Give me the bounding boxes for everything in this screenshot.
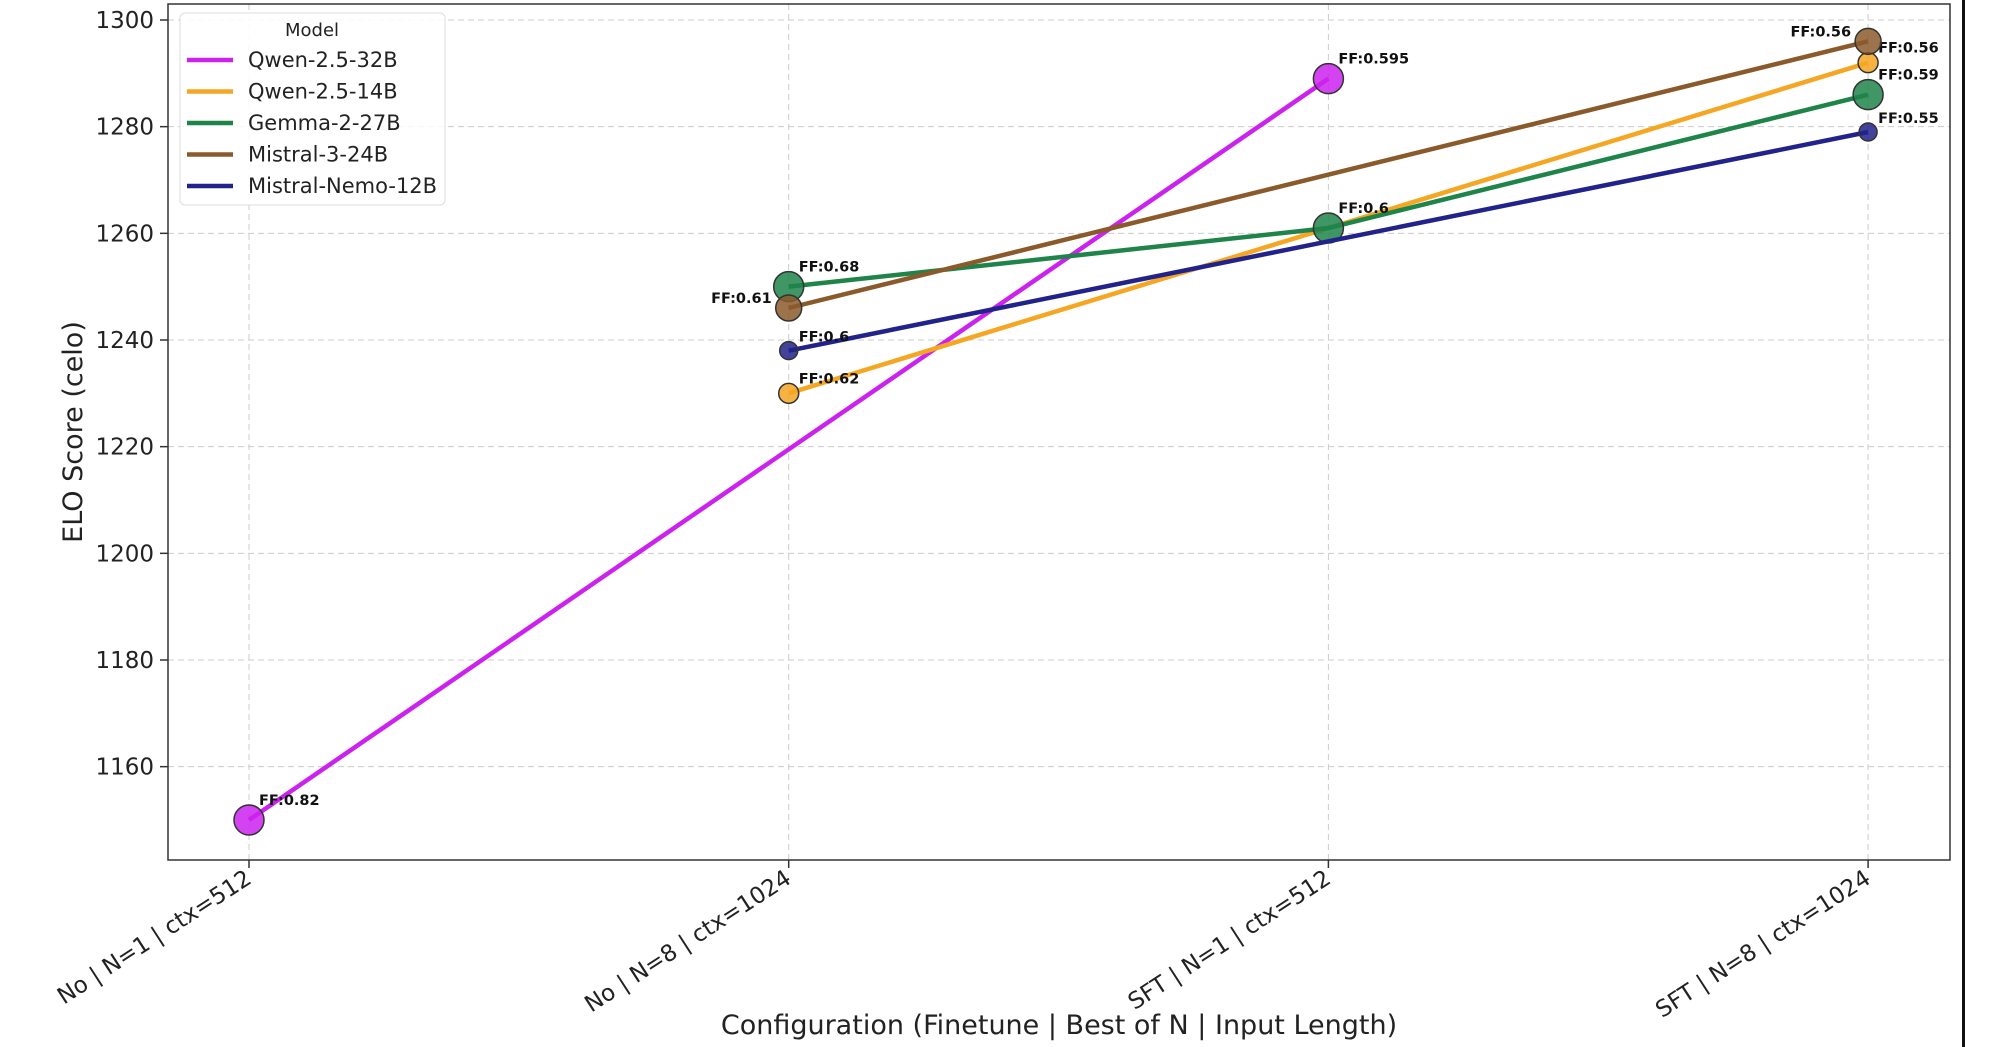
data-label: FF:0.56 — [1878, 41, 1939, 57]
x-tick-label: SFT | N=8 | ctx=1024 — [1651, 865, 1875, 1023]
x-axis: No | N=1 | ctx=512 No | N=8 | ctx=1024 SFT… — [53, 860, 1875, 1023]
data-label: FF:0.68 — [799, 260, 860, 276]
x-tick-label: No | N=8 | ctx=1024 — [580, 865, 796, 1018]
plot-frame — [167, 3, 1951, 861]
data-label: FF:0.55 — [1878, 111, 1939, 127]
data-point — [1852, 78, 1884, 111]
y-axis: 1160 1180 1200 1220 1240 1260 1280 1300 — [95, 8, 168, 781]
data-label: FF:0.56 — [1791, 24, 1852, 40]
y-tick-label: 1240 — [95, 328, 154, 354]
data-point — [1858, 122, 1878, 142]
legend-entry: Mistral-3-24B — [248, 143, 388, 167]
series-mistral-nemo-12b: FF:0.6 FF:0.55 — [778, 111, 1939, 361]
data-point — [1857, 51, 1879, 74]
series-mistral-3-24b: FF:0.61 FF:0.56 — [711, 24, 1882, 322]
data-point — [774, 294, 803, 322]
data-point — [1854, 27, 1882, 56]
y-tick-label: 1260 — [95, 221, 154, 247]
legend-entry: Qwen-2.5-14B — [248, 80, 398, 104]
series-gemma-2-27b: FF:0.68 FF:0.6 FF:0.59 — [772, 68, 1939, 303]
data-label: FF:0.595 — [1338, 52, 1409, 68]
y-axis-label: ELO Score (celo) — [58, 321, 89, 543]
y-tick-label: 1220 — [95, 435, 154, 461]
data-point — [1312, 62, 1345, 95]
legend-box — [179, 12, 446, 206]
data-label: FF:0.6 — [799, 330, 850, 346]
y-tick-label: 1280 — [95, 115, 154, 141]
legend-entry: Qwen-2.5-32B — [248, 48, 398, 72]
data-point — [233, 804, 265, 836]
legend-entry: Mistral-Nemo-12B — [248, 174, 437, 198]
data-label: FF:0.59 — [1878, 68, 1939, 84]
data-label: FF:0.82 — [259, 793, 320, 809]
series-line — [788, 129, 1869, 353]
legend-entry: Gemma-2-27B — [248, 111, 401, 135]
legend: Model Qwen-2.5-32B Qwen-2.5-14B Gemma-2-27… — [179, 12, 446, 206]
legend-title: Model — [285, 20, 339, 41]
data-point — [777, 382, 800, 405]
series-line — [788, 39, 1869, 311]
x-tick-label: SFT | N=1 | ctx=512 — [1124, 865, 1336, 1015]
series-qwen-2-5-32b: FF:0.82 FF:0.595 — [233, 52, 1409, 836]
y-tick-label: 1200 — [95, 541, 154, 567]
data-label: FF:0.6 — [1338, 201, 1389, 217]
data-label: FF:0.62 — [799, 371, 860, 387]
x-axis-label: Configuration (Finetune | Best of N | In… — [721, 1010, 1397, 1041]
series-line — [247, 76, 1330, 822]
series-layer: FF:0.82FF:0.595FF:0.62FF:0.56FF:0.68FF:0… — [233, 24, 1939, 836]
x-tick-label: No | N=1 | ctx=512 — [53, 865, 256, 1010]
y-tick-label: 1180 — [95, 648, 154, 674]
window-edge — [1962, 0, 1965, 1047]
data-point — [778, 340, 799, 361]
y-tick-label: 1160 — [95, 755, 154, 781]
data-label: FF:0.61 — [711, 291, 772, 307]
y-tick-label: 1300 — [95, 8, 154, 34]
